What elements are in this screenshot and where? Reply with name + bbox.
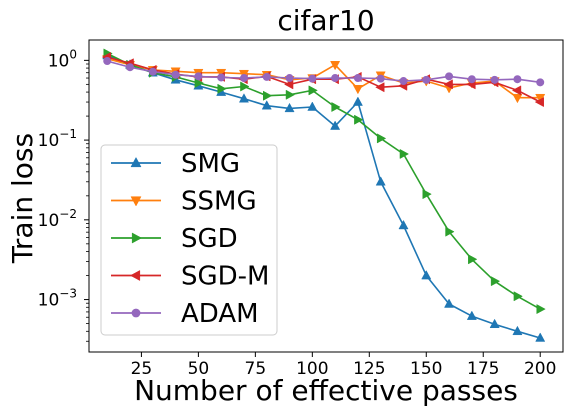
legend-entry-sgd-m: SGD-M [111,262,270,292]
data-point-adam [376,74,385,83]
data-point-adam [536,78,545,87]
data-point-smg [330,120,341,130]
data-point-adam [467,75,476,84]
data-point-smg [398,219,409,230]
data-point-ssmg [512,93,523,104]
legend-entry-sgd: SGD [111,224,238,254]
data-point-smg [238,93,249,103]
data-point-sgd [490,276,501,287]
data-point-smg [489,318,500,329]
legend-marker-sgd-m [129,270,141,281]
legend-marker-smg [130,156,142,168]
legend-marker-sgd [131,232,143,244]
legend-entry-smg: SMG [111,149,240,179]
data-point-sgd [217,83,227,94]
data-point-adam [285,74,294,83]
data-point-smg [466,310,477,320]
data-point-adam [399,77,408,86]
data-point-smg [307,101,318,111]
y-tick-label: 100 [48,47,77,71]
series-adam [103,57,545,87]
legend-box [100,144,278,336]
data-point-sgd [285,89,296,100]
y-tick-label: 10−1 [38,127,77,151]
data-point-adam [353,74,362,83]
legend-label-sgd: SGD [181,224,238,254]
legend-marker-adam [131,308,141,318]
data-point-sgd [399,148,410,159]
legend-label-adam: ADAM [181,299,259,329]
data-point-sgd-m [511,85,522,96]
data-point-adam [445,72,454,81]
data-point-adam [103,57,112,66]
data-point-sgd [354,114,364,125]
data-point-sgd [422,189,432,200]
data-point-sgd [240,81,250,92]
data-point-smg [512,325,523,336]
legend: SMG SSMG SGD SGD-M ADAM [100,144,278,336]
x-axis-title: Number of effective passes [134,374,518,407]
legend-entry-ssmg: SSMG [111,187,257,217]
data-point-smg [284,102,295,113]
data-point-adam [126,63,135,72]
data-point-smg [421,270,432,280]
data-point-adam [148,67,157,76]
data-point-ssmg [330,61,341,71]
data-point-sgd [376,133,387,144]
data-point-sgd [536,304,546,315]
legend-entry-adam: ADAM [111,299,259,329]
data-point-adam [331,74,340,83]
data-point-sgd-m [534,97,544,108]
data-point-smg [444,298,455,308]
axis-ticks: 25 50 75 100 125 150 175 200 100 10−1 10−2 10−3 [38,47,557,379]
data-point-ssmg [352,85,363,95]
y-axis-title: Train loss [6,133,39,264]
chart-title: cifar10 [277,4,374,37]
data-point-sgd [513,291,523,302]
series-line-smg [106,54,541,339]
data-point-sgd [468,254,478,265]
data-point-sgd-m [284,79,294,90]
data-point-sgd [445,226,455,237]
data-point-sgd [263,90,273,101]
x-tick-label: 150 [410,359,442,379]
x-tick-label: 50 [188,359,210,379]
data-point-adam [262,72,271,81]
data-point-smg [375,176,386,186]
data-point-adam [239,74,248,83]
data-point-sgd [194,77,204,89]
y-tick-label: 10−2 [38,207,77,231]
series-line-sgd [106,52,541,310]
x-tick-label: 175 [467,359,499,379]
legend-label-ssmg: SSMG [181,187,257,217]
data-point-adam [194,72,203,81]
data-point-adam [490,75,499,84]
legend-label-smg: SMG [181,149,240,179]
x-tick-label: 200 [524,359,556,379]
x-tick-label: 125 [353,359,385,379]
series-layer [101,48,546,342]
data-point-sgd [331,101,341,113]
data-point-adam [171,70,180,79]
legend-label-sgd-m: SGD-M [181,262,270,292]
data-point-adam [308,74,317,83]
data-point-adam [422,75,431,84]
data-point-sgd-m [443,79,453,90]
data-point-adam [217,73,226,82]
data-point-smg [535,332,546,342]
data-point-smg [261,100,272,110]
y-tick-label: 10−3 [38,287,77,311]
legend-marker-ssmg [130,196,142,207]
x-tick-label: 75 [245,359,267,379]
data-point-sgd-m [375,82,385,93]
data-point-sgd [308,85,318,96]
x-tick-label: 25 [131,359,153,379]
x-tick-label: 100 [296,359,328,379]
data-point-smg [352,96,363,106]
data-point-adam [513,75,522,84]
